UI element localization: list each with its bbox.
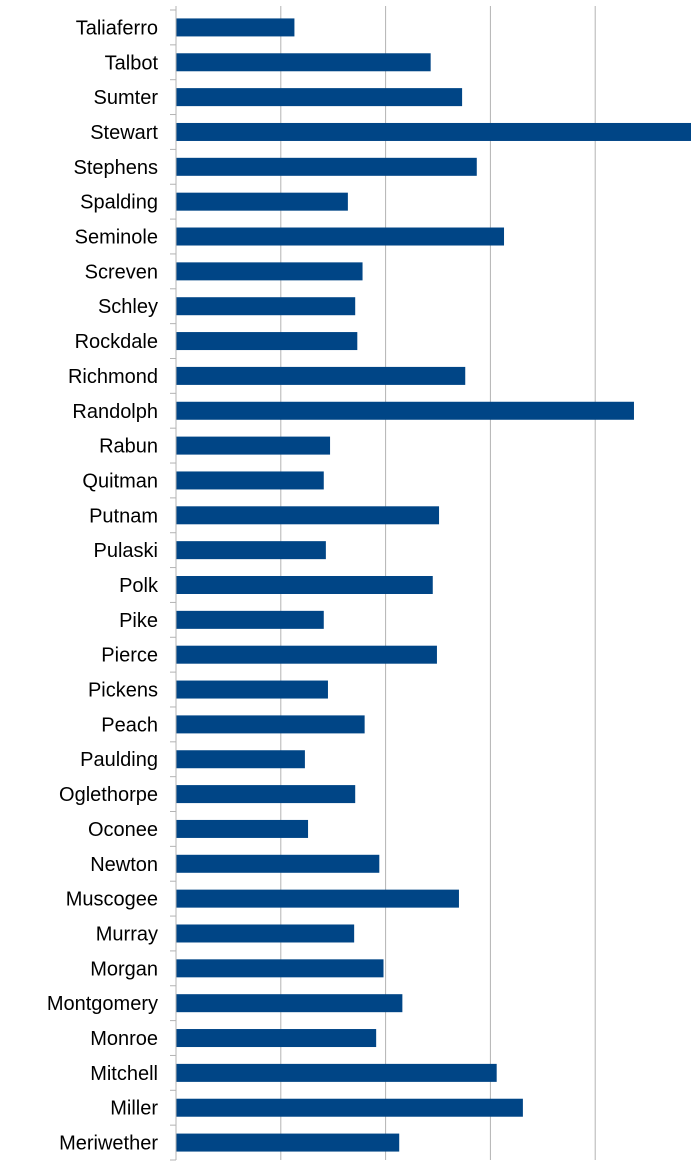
category-axis (170, 6, 177, 1161)
category-label: Oglethorpe (59, 784, 158, 806)
category-label: Meriwether (59, 1133, 158, 1155)
bar (176, 680, 328, 699)
bar (176, 924, 355, 943)
bar (176, 715, 365, 734)
bar (176, 157, 477, 176)
category-label: Sumter (94, 87, 159, 109)
category-label: Seminole (75, 227, 158, 249)
bar (176, 1063, 497, 1082)
category-label: Stewart (90, 122, 158, 144)
category-label: Peach (101, 714, 158, 736)
category-label: Murray (96, 923, 158, 945)
category-label: Pierce (101, 645, 158, 667)
bar (176, 1029, 377, 1048)
bar (176, 227, 505, 246)
bar (176, 192, 348, 211)
bar (176, 541, 326, 560)
category-label: Miller (110, 1098, 158, 1120)
category-label: Spalding (80, 192, 158, 214)
category-label: Putnam (89, 505, 158, 527)
bar (176, 122, 691, 141)
bar (176, 819, 309, 838)
category-label: Paulding (80, 749, 158, 771)
category-label: Pulaski (94, 540, 158, 562)
category-label: Pike (119, 610, 158, 632)
bar (176, 785, 356, 804)
bar (176, 262, 363, 281)
bar (176, 436, 331, 455)
category-labels: Taliaferro Talbot Sumter Stewart Stephens Spa… (47, 17, 159, 1154)
bar (176, 610, 324, 629)
bar (176, 959, 384, 978)
category-label: Stephens (73, 157, 158, 179)
bar (176, 645, 437, 664)
category-label: Montgomery (47, 993, 158, 1015)
category-label: Richmond (68, 366, 158, 388)
bar (176, 1098, 523, 1117)
bar (176, 88, 463, 107)
bar (176, 506, 440, 525)
category-label: Morgan (90, 958, 158, 980)
bar (176, 297, 356, 316)
bar (176, 18, 295, 37)
bars (176, 18, 691, 1152)
bar (176, 576, 433, 594)
category-label: Oconee (88, 819, 158, 841)
bar (176, 366, 466, 385)
category-label: Schley (98, 296, 158, 318)
category-label: Pickens (88, 680, 158, 702)
bar (176, 750, 305, 769)
bar (176, 994, 403, 1013)
category-label: Randolph (72, 401, 158, 423)
category-label: Quitman (82, 470, 158, 492)
bar (176, 1133, 400, 1152)
category-label: Muscogee (66, 889, 158, 911)
category-label: Screven (85, 261, 158, 283)
category-label: Rabun (99, 436, 158, 458)
category-label: Newton (90, 854, 158, 876)
bar (176, 854, 380, 873)
category-label: Monroe (90, 1028, 158, 1050)
category-label: Taliaferro (76, 17, 158, 39)
bar (176, 401, 634, 420)
bar (176, 889, 459, 908)
category-label: Polk (119, 575, 159, 597)
bar (176, 332, 358, 351)
category-label: Rockdale (75, 331, 158, 353)
bar (176, 53, 431, 72)
category-label: Mitchell (90, 1063, 158, 1085)
bar (176, 471, 324, 490)
category-label: Talbot (105, 52, 159, 74)
